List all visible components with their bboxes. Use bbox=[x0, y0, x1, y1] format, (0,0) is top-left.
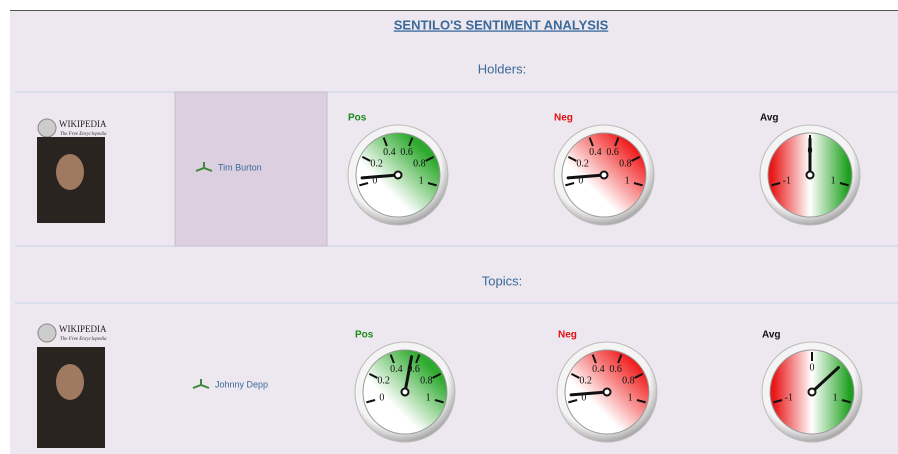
photo-face bbox=[56, 154, 84, 190]
gauge-hub bbox=[807, 172, 814, 179]
gauge-tick-label: 0.4 bbox=[383, 147, 396, 158]
gauge-hub bbox=[402, 389, 409, 396]
gauge-tick-label: 1 bbox=[628, 393, 633, 404]
title[interactable]: SENTILO'S SENTIMENT ANALYSIS bbox=[394, 17, 609, 32]
gauge-label: Neg bbox=[554, 113, 573, 124]
gauge-tick-label: 1 bbox=[625, 176, 630, 187]
gauge-label: Avg bbox=[762, 330, 781, 341]
gauge-label: Pos bbox=[348, 113, 367, 124]
wiki-globe bbox=[38, 119, 56, 137]
gauge-tick-label: 1 bbox=[419, 176, 424, 187]
entity-name[interactable]: Tim Burton bbox=[218, 162, 262, 172]
gauge-tick-label: 0.2 bbox=[579, 375, 592, 386]
gauge-tick-label: 0.2 bbox=[576, 158, 589, 169]
gauge-tick-label: 0.2 bbox=[370, 158, 383, 169]
gauge-tick-label: -1 bbox=[785, 393, 793, 404]
gauge-tick-label: 0.2 bbox=[377, 375, 390, 386]
gauge-tick-label: 0 bbox=[810, 362, 815, 373]
gauge-tick-label: 0.6 bbox=[606, 147, 619, 158]
gauge-tick-label: 1 bbox=[833, 393, 838, 404]
gauge-hub bbox=[604, 389, 611, 396]
gauge-tick-label: 0.8 bbox=[619, 158, 632, 169]
gauge-hub bbox=[601, 172, 608, 179]
gauge-tick-label: 1 bbox=[426, 393, 431, 404]
gauge-tick-label: 0.4 bbox=[390, 364, 403, 375]
gauge-tick-label: -1 bbox=[783, 176, 791, 187]
gauge-tick-label: 0.4 bbox=[589, 147, 602, 158]
gauge-tick-label: 1 bbox=[831, 176, 836, 187]
wiki-globe bbox=[38, 324, 56, 342]
section-heading: Topics: bbox=[482, 273, 522, 288]
gauge-hub bbox=[809, 389, 816, 396]
page: SENTILO'S SENTIMENT ANALYSIS Holders: WIK… bbox=[0, 0, 898, 454]
gauge-label: Neg bbox=[558, 330, 577, 341]
gauge-tick-label: 0.8 bbox=[622, 375, 635, 386]
wiki-subtitle: The Free Encyclopedia bbox=[60, 337, 107, 342]
gauge-tick-label: 0.6 bbox=[400, 147, 413, 158]
gauge-label: Avg bbox=[760, 113, 779, 124]
gauge-tick-label: 0.8 bbox=[413, 158, 426, 169]
entity-name[interactable]: Johnny Depp bbox=[215, 379, 268, 389]
wiki-title: WIKIPEDIA bbox=[59, 324, 107, 334]
gauge-label: Pos bbox=[355, 330, 374, 341]
gauge-tick-label: 0.4 bbox=[592, 364, 605, 375]
wiki-subtitle: The Free Encyclopedia bbox=[60, 132, 107, 137]
gauge-tick-label: 0.6 bbox=[609, 364, 622, 375]
section-heading: Holders: bbox=[478, 61, 526, 76]
gauge-tick-label: 0.8 bbox=[420, 375, 433, 386]
gauge-tick-label: 0 bbox=[379, 393, 384, 404]
photo-face bbox=[56, 364, 84, 400]
wiki-title: WIKIPEDIA bbox=[59, 119, 107, 129]
gauge-hub bbox=[395, 172, 402, 179]
